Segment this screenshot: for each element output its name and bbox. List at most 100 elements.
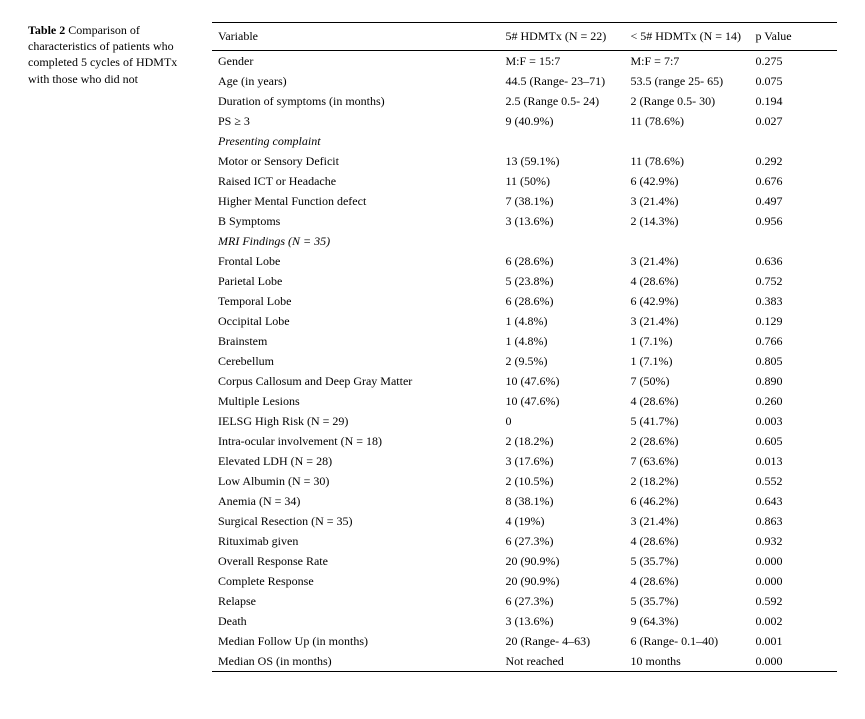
- table-row: Relapse6 (27.3%)5 (35.7%)0.592: [212, 591, 837, 611]
- cell-group-a: 10 (47.6%): [500, 391, 625, 411]
- cell-variable: MRI Findings (N = 35): [212, 231, 500, 251]
- cell-variable: Elevated LDH (N = 28): [212, 451, 500, 471]
- table-header-row: Variable 5# HDMTx (N = 22) < 5# HDMTx (N…: [212, 23, 837, 51]
- cell-variable: B Symptoms: [212, 211, 500, 231]
- cell-variable: Motor or Sensory Deficit: [212, 151, 500, 171]
- cell-group-b: 5 (41.7%): [625, 411, 750, 431]
- cell-group-a: 7 (38.1%): [500, 191, 625, 211]
- cell-group-a: 9 (40.9%): [500, 111, 625, 131]
- table-label: Table 2: [28, 23, 65, 37]
- cell-p-value: 0.275: [750, 51, 838, 72]
- cell-group-b: 6 (42.9%): [625, 171, 750, 191]
- cell-group-a: 44.5 (Range- 23–71): [500, 71, 625, 91]
- cell-group-a: 0: [500, 411, 625, 431]
- cell-p-value: 0.000: [750, 551, 838, 571]
- table-row: MRI Findings (N = 35): [212, 231, 837, 251]
- cell-p-value: 0.194: [750, 91, 838, 111]
- col-p-value: p Value: [750, 23, 838, 51]
- cell-group-b: 7 (63.6%): [625, 451, 750, 471]
- cell-group-a: M:F = 15:7: [500, 51, 625, 72]
- table-row: Age (in years)44.5 (Range- 23–71)53.5 (r…: [212, 71, 837, 91]
- table-row: Frontal Lobe6 (28.6%)3 (21.4%)0.636: [212, 251, 837, 271]
- cell-group-a: 6 (28.6%): [500, 291, 625, 311]
- cell-variable: Median OS (in months): [212, 651, 500, 672]
- cell-p-value: 0.013: [750, 451, 838, 471]
- cell-variable: Multiple Lesions: [212, 391, 500, 411]
- table-row: GenderM:F = 15:7M:F = 7:70.275: [212, 51, 837, 72]
- cell-group-b: 2 (Range 0.5- 30): [625, 91, 750, 111]
- cell-group-b: 1 (7.1%): [625, 351, 750, 371]
- table-row: B Symptoms3 (13.6%)2 (14.3%)0.956: [212, 211, 837, 231]
- col-variable: Variable: [212, 23, 500, 51]
- cell-group-a: 3 (13.6%): [500, 211, 625, 231]
- cell-p-value: 0.752: [750, 271, 838, 291]
- cell-variable: Median Follow Up (in months): [212, 631, 500, 651]
- cell-p-value: 0.890: [750, 371, 838, 391]
- table-row: Presenting complaint: [212, 131, 837, 151]
- cell-group-a: 20 (90.9%): [500, 571, 625, 591]
- cell-variable: Complete Response: [212, 571, 500, 591]
- cell-group-b: 3 (21.4%): [625, 311, 750, 331]
- cell-p-value: [750, 231, 838, 251]
- cell-group-b: 3 (21.4%): [625, 251, 750, 271]
- cell-group-b: 7 (50%): [625, 371, 750, 391]
- table-row: Duration of symptoms (in months)2.5 (Ran…: [212, 91, 837, 111]
- cell-p-value: 0.000: [750, 651, 838, 672]
- col-group-a: 5# HDMTx (N = 22): [500, 23, 625, 51]
- cell-p-value: 0.001: [750, 631, 838, 651]
- cell-group-b: 53.5 (range 25- 65): [625, 71, 750, 91]
- cell-p-value: 0.292: [750, 151, 838, 171]
- cell-variable: PS ≥ 3: [212, 111, 500, 131]
- cell-group-a: 2 (18.2%): [500, 431, 625, 451]
- cell-group-b: 4 (28.6%): [625, 571, 750, 591]
- cell-group-b: 10 months: [625, 651, 750, 672]
- cell-group-a: 20 (Range- 4–63): [500, 631, 625, 651]
- table-row: Parietal Lobe5 (23.8%)4 (28.6%)0.752: [212, 271, 837, 291]
- cell-variable: Low Albumin (N = 30): [212, 471, 500, 491]
- cell-variable: Death: [212, 611, 500, 631]
- cell-group-b: 2 (18.2%): [625, 471, 750, 491]
- cell-variable: IELSG High Risk (N = 29): [212, 411, 500, 431]
- cell-p-value: 0.766: [750, 331, 838, 351]
- cell-variable: Intra-ocular involvement (N = 18): [212, 431, 500, 451]
- table-row: Anemia (N = 34)8 (38.1%)6 (46.2%)0.643: [212, 491, 837, 511]
- table-wrapper: Variable 5# HDMTx (N = 22) < 5# HDMTx (N…: [212, 22, 837, 697]
- cell-group-b: [625, 231, 750, 251]
- cell-variable: Anemia (N = 34): [212, 491, 500, 511]
- cell-group-b: 6 (46.2%): [625, 491, 750, 511]
- page: Table 2 Comparison of characteristics of…: [0, 0, 865, 719]
- table-row: Occipital Lobe1 (4.8%)3 (21.4%)0.129: [212, 311, 837, 331]
- cell-group-b: 6 (42.9%): [625, 291, 750, 311]
- cell-group-a: 5 (23.8%): [500, 271, 625, 291]
- table-row: Death3 (13.6%)9 (64.3%)0.002: [212, 611, 837, 631]
- cell-group-b: [625, 131, 750, 151]
- table-row: Higher Mental Function defect7 (38.1%)3 …: [212, 191, 837, 211]
- table-row: Overall Response Rate20 (90.9%)5 (35.7%)…: [212, 551, 837, 571]
- cell-group-a: 1 (4.8%): [500, 331, 625, 351]
- table-row: Motor or Sensory Deficit13 (59.1%)11 (78…: [212, 151, 837, 171]
- cell-group-a: 2.5 (Range 0.5- 24): [500, 91, 625, 111]
- cell-group-a: 10 (47.6%): [500, 371, 625, 391]
- cell-p-value: 0.636: [750, 251, 838, 271]
- cell-p-value: 0.003: [750, 411, 838, 431]
- cell-variable: Higher Mental Function defect: [212, 191, 500, 211]
- cell-p-value: 0.932: [750, 531, 838, 551]
- cell-variable: Raised ICT or Headache: [212, 171, 500, 191]
- cell-group-a: 4 (19%): [500, 511, 625, 531]
- cell-group-b: 2 (28.6%): [625, 431, 750, 451]
- table-row: IELSG High Risk (N = 29)05 (41.7%)0.003: [212, 411, 837, 431]
- cell-group-a: 2 (10.5%): [500, 471, 625, 491]
- cell-group-a: Not reached: [500, 651, 625, 672]
- cell-variable: Overall Response Rate: [212, 551, 500, 571]
- cell-p-value: [750, 131, 838, 151]
- cell-p-value: 0.002: [750, 611, 838, 631]
- col-group-b: < 5# HDMTx (N = 14): [625, 23, 750, 51]
- cell-variable: Age (in years): [212, 71, 500, 91]
- cell-variable: Temporal Lobe: [212, 291, 500, 311]
- cell-group-a: [500, 231, 625, 251]
- cell-variable: Rituximab given: [212, 531, 500, 551]
- cell-p-value: 0.027: [750, 111, 838, 131]
- cell-group-a: 6 (28.6%): [500, 251, 625, 271]
- cell-group-b: M:F = 7:7: [625, 51, 750, 72]
- table-body: GenderM:F = 15:7M:F = 7:70.275Age (in ye…: [212, 51, 837, 672]
